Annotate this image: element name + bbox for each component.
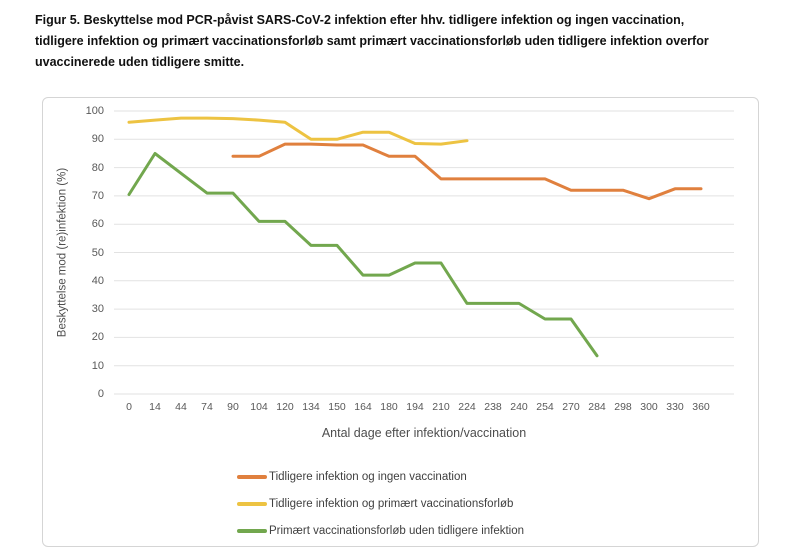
y-tick-label: 90 bbox=[91, 133, 104, 146]
y-tick-label: 80 bbox=[91, 161, 104, 174]
legend-item-label: Tidligere infektion og primært vaccinati… bbox=[269, 498, 514, 510]
chart-container: 0 10 20 30 40 50 60 70 80 90 100 0 14 44 74 90 104 120 13… bbox=[42, 97, 759, 547]
series-line bbox=[231, 142, 703, 201]
x-tick-label: 224 bbox=[458, 401, 476, 413]
x-tick-label: 240 bbox=[510, 401, 528, 413]
y-tick-label: 50 bbox=[91, 246, 104, 259]
legend-line-swatch bbox=[237, 475, 267, 479]
x-tick-label: 298 bbox=[614, 401, 632, 413]
y-tick-label: 10 bbox=[91, 359, 104, 372]
x-tick-label: 104 bbox=[250, 401, 268, 413]
y-tick-label: 20 bbox=[91, 331, 104, 344]
x-tick-label: 300 bbox=[640, 401, 658, 413]
series-line bbox=[127, 152, 599, 358]
x-tick-label: 360 bbox=[692, 401, 710, 413]
figure-title-line-2: tidligere infektion og primært vaccinati… bbox=[35, 34, 709, 48]
x-tick-label: 330 bbox=[666, 401, 684, 413]
legend-line-swatch bbox=[237, 529, 267, 533]
y-tick-label: 30 bbox=[91, 303, 104, 316]
y-tick-label: 40 bbox=[91, 274, 104, 287]
series-line bbox=[127, 116, 469, 146]
x-tick-label: 194 bbox=[406, 401, 424, 413]
x-tick-label: 74 bbox=[201, 401, 213, 413]
x-tick-label: 238 bbox=[484, 401, 502, 413]
x-tick-label: 90 bbox=[227, 401, 239, 413]
x-tick-label: 284 bbox=[588, 401, 606, 413]
x-tick-label: 254 bbox=[536, 401, 554, 413]
x-tick-label: 270 bbox=[562, 401, 580, 413]
x-tick-label: 14 bbox=[149, 401, 161, 413]
x-tick-label: 120 bbox=[276, 401, 294, 413]
y-tick-label: 70 bbox=[91, 189, 104, 202]
plot-svg bbox=[114, 110, 734, 395]
legend-item: Primært vaccinationsforløb uden tidliger… bbox=[237, 523, 524, 539]
legend-item-label: Primært vaccinationsforløb uden tidliger… bbox=[269, 525, 525, 537]
y-axis-title: Beskyttelse mod (re)infektion (%) bbox=[56, 167, 69, 338]
legend-line-swatch bbox=[237, 502, 267, 506]
y-tick-label: 0 bbox=[97, 388, 104, 400]
x-tick-label: 134 bbox=[302, 401, 320, 413]
figure-title-line-3: uvaccinerede uden tidligere smitte. bbox=[35, 55, 245, 69]
x-tick-label: 164 bbox=[354, 401, 372, 413]
legend-item: Tidligere infektion og primært vaccinati… bbox=[237, 496, 513, 512]
x-tick-label: 150 bbox=[328, 401, 346, 413]
legend-item-label: Tidligere infektion og ingen vaccination bbox=[269, 471, 467, 483]
y-tick-label: 60 bbox=[91, 218, 104, 231]
x-tick-label: 180 bbox=[380, 401, 398, 413]
legend-item: Tidligere infektion og ingen vaccination bbox=[237, 469, 467, 485]
y-tick-label: 100 bbox=[85, 105, 104, 117]
figure-title-line-1: Figur 5. Beskyttelse mod PCR-påvist SARS… bbox=[35, 13, 685, 27]
x-tick-label: 210 bbox=[432, 401, 450, 413]
x-axis-title: Antal dage efter infektion/vaccination bbox=[321, 426, 527, 440]
x-tick-label: 44 bbox=[175, 401, 187, 413]
x-tick-label: 0 bbox=[126, 401, 132, 413]
figure-title: Figur 5. Beskyttelse mod PCR-påvist SARS… bbox=[35, 10, 760, 73]
